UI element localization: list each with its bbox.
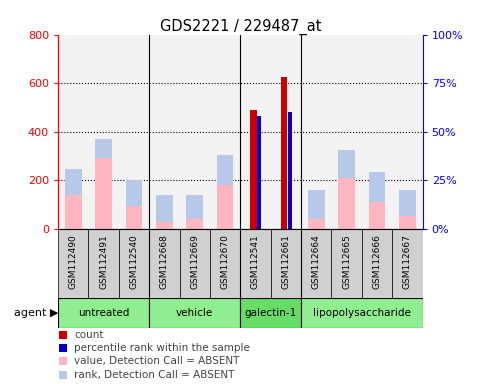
Bar — [180, 229, 210, 298]
Text: GSM112665: GSM112665 — [342, 235, 351, 290]
Bar — [65, 195, 82, 229]
Bar — [331, 229, 362, 298]
Text: GSM112664: GSM112664 — [312, 235, 321, 289]
Bar — [338, 150, 355, 229]
Bar — [308, 190, 325, 229]
Bar — [362, 35, 392, 229]
Bar — [241, 35, 270, 229]
Bar — [399, 215, 416, 229]
Bar — [156, 195, 173, 229]
Text: galectin-1: galectin-1 — [244, 308, 297, 318]
Bar — [186, 195, 203, 229]
Bar — [362, 229, 392, 298]
Bar — [119, 229, 149, 298]
Bar — [119, 35, 149, 229]
Bar — [149, 298, 241, 328]
Bar — [186, 219, 203, 229]
Title: GDS2221 / 229487_at: GDS2221 / 229487_at — [159, 18, 321, 35]
Text: GSM112540: GSM112540 — [129, 235, 139, 289]
Bar — [369, 172, 385, 229]
Text: count: count — [74, 329, 104, 339]
Bar — [250, 110, 257, 229]
Bar — [126, 180, 142, 229]
Bar — [399, 190, 416, 229]
Text: GSM112490: GSM112490 — [69, 235, 78, 289]
Bar — [287, 112, 292, 229]
Bar — [58, 229, 88, 298]
Bar — [126, 206, 142, 229]
Bar — [338, 178, 355, 229]
Bar — [392, 229, 423, 298]
Text: GSM112669: GSM112669 — [190, 235, 199, 290]
Bar — [217, 155, 233, 229]
Bar — [58, 298, 149, 328]
Bar — [241, 229, 270, 298]
Bar — [270, 229, 301, 298]
Bar — [58, 35, 88, 229]
Bar — [210, 229, 241, 298]
Bar — [95, 139, 112, 229]
Bar — [331, 35, 362, 229]
Text: GSM112670: GSM112670 — [221, 235, 229, 290]
Bar — [281, 77, 287, 229]
Bar — [88, 35, 119, 229]
Bar — [270, 35, 301, 229]
Text: GSM112666: GSM112666 — [372, 235, 382, 290]
Text: lipopolysaccharide: lipopolysaccharide — [313, 308, 411, 318]
Text: rank, Detection Call = ABSENT: rank, Detection Call = ABSENT — [74, 370, 235, 380]
Bar — [301, 229, 331, 298]
Bar — [95, 159, 112, 229]
Bar — [308, 219, 325, 229]
Text: vehicle: vehicle — [176, 308, 213, 318]
Text: untreated: untreated — [78, 308, 129, 318]
Bar — [241, 298, 301, 328]
Text: GSM112661: GSM112661 — [282, 235, 290, 290]
Bar — [301, 298, 423, 328]
Text: GSM112667: GSM112667 — [403, 235, 412, 290]
Text: GSM112541: GSM112541 — [251, 235, 260, 289]
Text: GSM112491: GSM112491 — [99, 235, 108, 289]
Bar — [65, 169, 82, 229]
Bar — [156, 222, 173, 229]
Text: value, Detection Call = ABSENT: value, Detection Call = ABSENT — [74, 356, 240, 366]
Bar — [301, 35, 331, 229]
Bar — [149, 229, 180, 298]
Bar — [257, 116, 261, 229]
Bar — [88, 229, 119, 298]
Bar — [210, 35, 241, 229]
Bar — [392, 35, 423, 229]
Text: GSM112668: GSM112668 — [160, 235, 169, 290]
Text: percentile rank within the sample: percentile rank within the sample — [74, 343, 250, 353]
Bar — [369, 202, 385, 229]
Bar — [180, 35, 210, 229]
Bar — [149, 35, 180, 229]
Bar — [217, 185, 233, 229]
Text: agent ▶: agent ▶ — [14, 308, 58, 318]
